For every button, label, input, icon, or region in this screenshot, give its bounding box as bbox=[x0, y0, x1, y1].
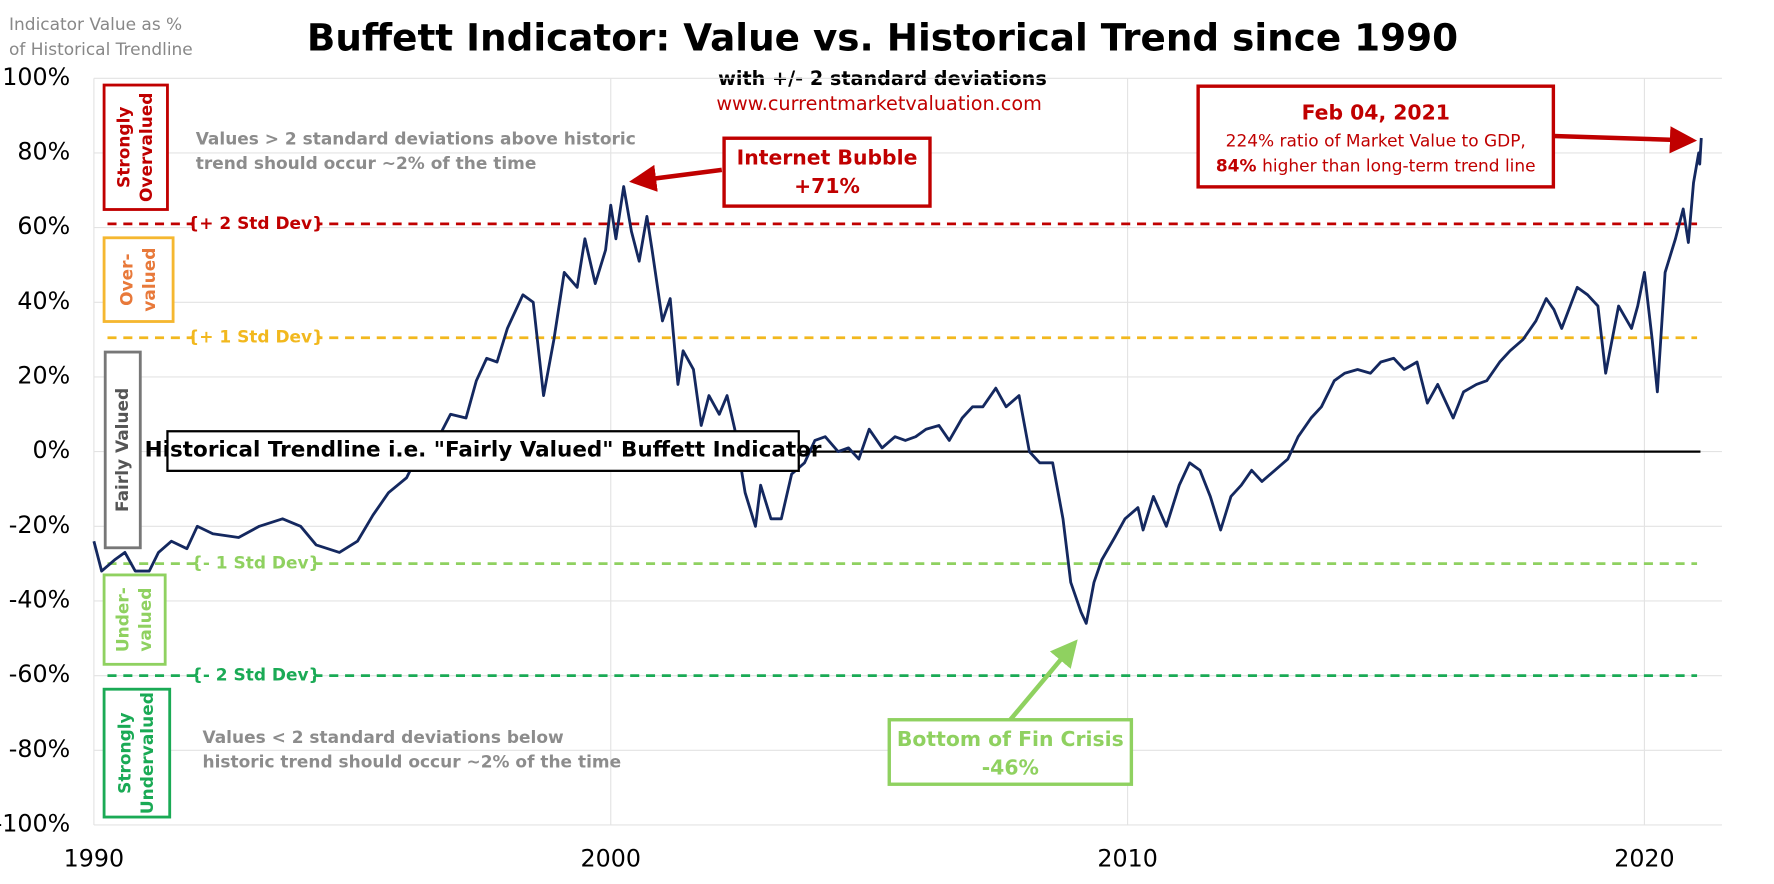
y-tick-label: 60% bbox=[17, 212, 70, 240]
std-dev-label: {- 1 Std Dev} bbox=[191, 554, 321, 574]
chart-source: www.currentmarketvaluation.com bbox=[716, 92, 1041, 115]
zone-label-group: Strongly Undervalued bbox=[116, 692, 159, 814]
y-axis-label: Indicator Value as % bbox=[9, 15, 182, 35]
zone-label-group: Strongly Overvalued bbox=[114, 93, 157, 202]
x-tick-label: 1990 bbox=[64, 845, 124, 873]
callout-box bbox=[1196, 84, 1556, 189]
zone-label: Undervalued bbox=[138, 692, 158, 814]
std-dev-label: {+ 1 Std Dev} bbox=[187, 328, 324, 348]
std-dev-label-bg bbox=[194, 551, 317, 577]
std-dev-label: {+ 2 Std Dev} bbox=[187, 214, 324, 234]
trendline-label-box bbox=[166, 430, 800, 472]
callout-bold: 84% bbox=[1216, 157, 1257, 177]
std-dev-label-bg bbox=[194, 211, 317, 237]
callout-arrow bbox=[1553, 126, 1698, 154]
y-tick-label: -60% bbox=[9, 660, 70, 688]
zone-label: Fairly Valued bbox=[113, 388, 133, 512]
zone-label-group: Over-valued bbox=[117, 248, 160, 312]
y-tick-label: -40% bbox=[9, 585, 70, 613]
callout-arrow bbox=[1008, 639, 1078, 722]
zone-label: Overvalued bbox=[137, 93, 157, 202]
zone-label: valued bbox=[136, 588, 156, 652]
y-tick-label: 100% bbox=[2, 63, 70, 91]
y-axis-label: of Historical Trendline bbox=[9, 40, 193, 60]
zone-label-group: Fairly Valued bbox=[113, 388, 133, 512]
note: Values > 2 standard deviations above his… bbox=[196, 129, 636, 149]
callout-text: 84% higher than long-term trend line bbox=[1216, 157, 1536, 177]
std-dev-label: {- 2 Std Dev} bbox=[191, 666, 321, 686]
y-tick-label: -80% bbox=[9, 735, 70, 763]
zone-label: Under- bbox=[113, 587, 133, 652]
callout-arrow bbox=[629, 164, 723, 192]
std-dev-label-bg bbox=[194, 325, 317, 351]
zone-box bbox=[102, 236, 175, 323]
note: trend should occur ~2% of the time bbox=[196, 154, 537, 174]
zone-label: Strongly bbox=[116, 712, 136, 793]
zone-label: Strongly bbox=[114, 107, 134, 188]
y-tick-label: -100% bbox=[0, 809, 70, 837]
zone-box bbox=[103, 350, 142, 550]
zone-box bbox=[102, 687, 172, 819]
callout-text: 224% ratio of Market Value to GDP, bbox=[1226, 132, 1526, 152]
x-tick-label: 2010 bbox=[1097, 845, 1157, 873]
x-tick-label: 2020 bbox=[1614, 845, 1674, 873]
zone-label: valued bbox=[140, 248, 160, 312]
x-tick-label: 2000 bbox=[581, 845, 641, 873]
y-tick-label: 40% bbox=[17, 287, 70, 315]
zone-label-group: Under-valued bbox=[113, 587, 156, 652]
note: historic trend should occur ~2% of the t… bbox=[203, 753, 622, 773]
trendline-label: Historical Trendline i.e. "Fairly Valued… bbox=[145, 437, 822, 462]
callout-text: -46% bbox=[982, 755, 1039, 779]
y-tick-label: 0% bbox=[32, 436, 70, 464]
callout-box bbox=[722, 136, 932, 208]
note: Values < 2 standard deviations below bbox=[203, 728, 564, 748]
y-tick-label: 20% bbox=[17, 361, 70, 389]
zone-box bbox=[102, 573, 167, 666]
std-dev-label-bg bbox=[194, 663, 317, 689]
y-tick-label: -20% bbox=[9, 511, 70, 539]
callout-text: Internet Bubble bbox=[737, 146, 918, 170]
chart-title: Buffett Indicator: Value vs. Historical … bbox=[307, 15, 1458, 59]
callout-box bbox=[887, 718, 1134, 786]
data-line bbox=[92, 137, 1703, 625]
y-tick-label: 80% bbox=[17, 137, 70, 165]
callout-date: Feb 04, 2021 bbox=[1302, 100, 1450, 124]
zone-label: Over- bbox=[117, 253, 137, 305]
callout-text: Bottom of Fin Crisis bbox=[897, 727, 1124, 751]
zone-box bbox=[102, 83, 169, 211]
callout-text: +71% bbox=[794, 174, 860, 198]
callout-rest: higher than long-term trend line bbox=[1262, 157, 1535, 177]
